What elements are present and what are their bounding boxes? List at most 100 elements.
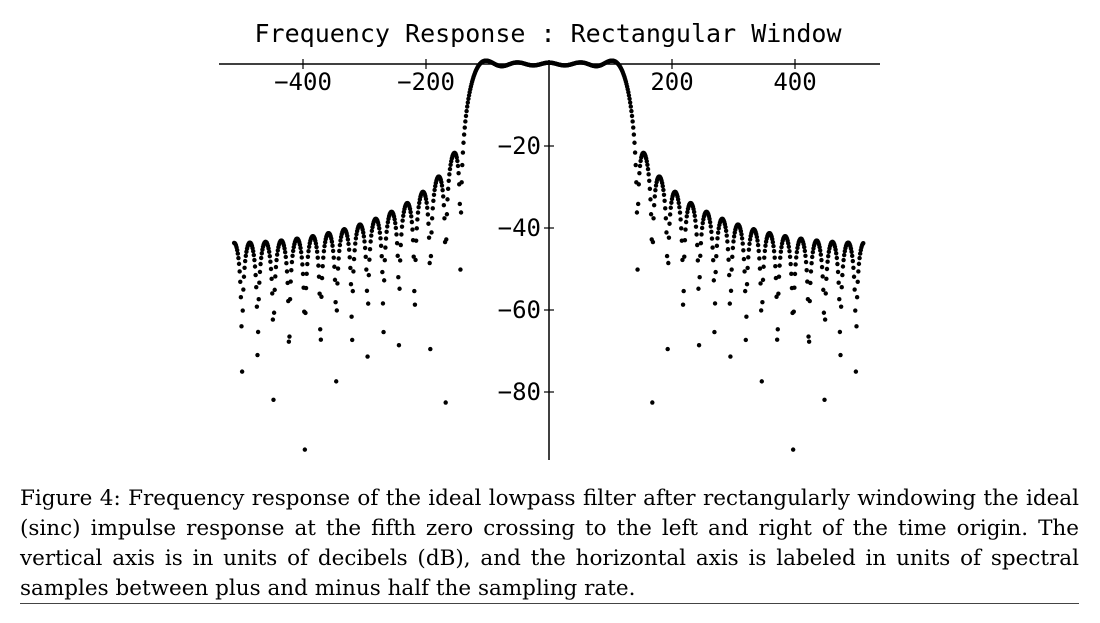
data-point <box>314 249 320 254</box>
data-point <box>445 186 451 192</box>
data-point <box>838 352 843 358</box>
data-point <box>345 237 351 242</box>
data-point <box>739 236 745 241</box>
data-point <box>305 261 310 267</box>
data-point <box>747 241 752 247</box>
data-point <box>728 354 733 359</box>
data-point <box>835 261 840 267</box>
data-point <box>400 218 405 223</box>
data-point <box>762 255 767 260</box>
data-point <box>239 324 244 329</box>
data-point <box>851 265 856 270</box>
data-point <box>853 308 858 313</box>
data-point <box>255 329 261 335</box>
data-point <box>682 237 688 243</box>
data-point <box>774 337 780 342</box>
data-point <box>779 244 784 250</box>
data-point <box>241 274 247 279</box>
data-point <box>439 179 444 185</box>
data-point <box>725 247 731 252</box>
data-point <box>856 269 861 274</box>
data-point <box>425 205 430 210</box>
data-point <box>396 343 402 348</box>
data-point <box>696 286 701 291</box>
data-point <box>432 187 437 193</box>
data-point <box>441 202 447 208</box>
data-point <box>663 216 669 221</box>
data-point <box>746 247 752 252</box>
data-point <box>716 226 721 231</box>
data-point <box>238 279 243 284</box>
data-point <box>394 232 399 237</box>
data-point <box>729 267 734 272</box>
data-point <box>821 287 826 293</box>
data-point <box>381 329 386 335</box>
data-point <box>300 262 305 267</box>
data-point <box>627 96 632 102</box>
axes: −400 −200 200 400 −20 −40 −60 −80 <box>219 59 880 460</box>
data-point <box>630 119 635 124</box>
data-point <box>650 400 655 405</box>
data-point <box>412 288 417 294</box>
data-point <box>270 317 276 322</box>
data-point <box>239 369 245 374</box>
data-point <box>810 254 815 260</box>
data-point <box>335 266 341 271</box>
data-point <box>838 304 844 309</box>
data-point <box>256 297 261 302</box>
data-point <box>644 159 649 164</box>
data-point <box>377 230 383 235</box>
data-point <box>289 268 294 273</box>
data-point <box>385 224 390 229</box>
data-point <box>426 235 432 240</box>
data-point <box>457 201 463 207</box>
data-point <box>321 255 326 260</box>
data-point <box>854 324 859 329</box>
data-point <box>713 269 718 275</box>
data-point <box>676 200 681 206</box>
data-point <box>393 220 398 226</box>
data-point <box>465 100 471 105</box>
data-point <box>274 257 279 263</box>
data-point <box>728 288 734 294</box>
data-point <box>447 172 452 177</box>
data-point <box>741 256 747 262</box>
data-point <box>381 278 387 283</box>
data-point <box>290 248 296 254</box>
data-point <box>332 277 338 283</box>
data-point <box>464 108 469 114</box>
data-point <box>823 291 828 296</box>
data-point <box>353 241 358 246</box>
data-point <box>773 263 778 269</box>
data-point <box>626 93 632 98</box>
data-point <box>350 288 356 294</box>
data-point <box>282 249 288 255</box>
data-point <box>272 287 277 293</box>
data-point <box>364 288 370 294</box>
data-point <box>315 255 320 260</box>
data-point <box>318 327 323 332</box>
data-point <box>397 286 402 291</box>
data-point <box>804 268 809 273</box>
data-point <box>632 150 638 155</box>
data-point <box>743 337 748 343</box>
data-point <box>824 276 829 282</box>
data-point <box>444 237 449 242</box>
data-point <box>818 252 824 257</box>
data-point <box>463 119 468 124</box>
data-point <box>332 264 337 269</box>
data-point <box>366 272 372 278</box>
data-point <box>415 217 420 222</box>
data-point <box>634 210 640 215</box>
data-point <box>834 255 840 261</box>
data-point <box>685 209 690 215</box>
data-point <box>335 281 340 286</box>
data-point <box>322 243 327 249</box>
data-point <box>791 309 796 314</box>
data-point <box>645 166 651 172</box>
data-point <box>399 232 404 237</box>
data-point <box>290 253 295 258</box>
data-point <box>351 269 356 274</box>
chart-title: Frequency Response : Rectangular Window <box>255 19 843 48</box>
data-point <box>305 254 311 259</box>
